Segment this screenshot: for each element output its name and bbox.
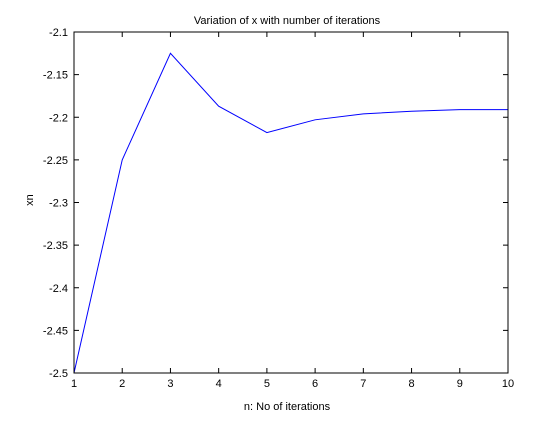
series-layer	[73, 52, 508, 374]
y-tick-label: -2.1	[49, 27, 68, 39]
x-tick-label: 6	[312, 378, 318, 390]
y-tick-label: -2.35	[43, 240, 68, 252]
x-tick-label: 8	[408, 378, 414, 390]
x-tick-label: 4	[216, 378, 222, 390]
axis-ticks: 1 2 3 4 5 6 7 8 9 10 -2.5 -2.45 -2.4 -2.35 -2.3 -2.25 -2…	[43, 27, 514, 390]
x-tick-label: 10	[502, 378, 514, 390]
plot-area-background	[74, 32, 508, 373]
y-tick-label: -2.5	[49, 368, 68, 380]
x-tick-label: 7	[360, 378, 366, 390]
y-tick-label: -2.3	[49, 198, 68, 210]
y-tick-label: -2.25	[43, 155, 68, 167]
chart-title: Variation of x with number of iterations	[194, 15, 381, 27]
series-line	[73, 52, 508, 374]
x-axis-label: n: No of iterations	[244, 401, 331, 413]
y-tick-label: -2.2	[49, 112, 68, 124]
plot-frame	[73, 31, 509, 374]
y-tick-label: -2.15	[43, 70, 68, 82]
x-tick-label: 5	[264, 378, 270, 390]
x-tick-label: 3	[167, 378, 173, 390]
x-tick-label: 9	[457, 378, 463, 390]
x-tick-label: 2	[119, 378, 125, 390]
x-tick-label: 1	[71, 378, 77, 390]
y-tick-label: -2.45	[43, 325, 68, 337]
y-axis-label: xn	[24, 194, 36, 206]
y-tick-label: -2.4	[49, 283, 68, 295]
